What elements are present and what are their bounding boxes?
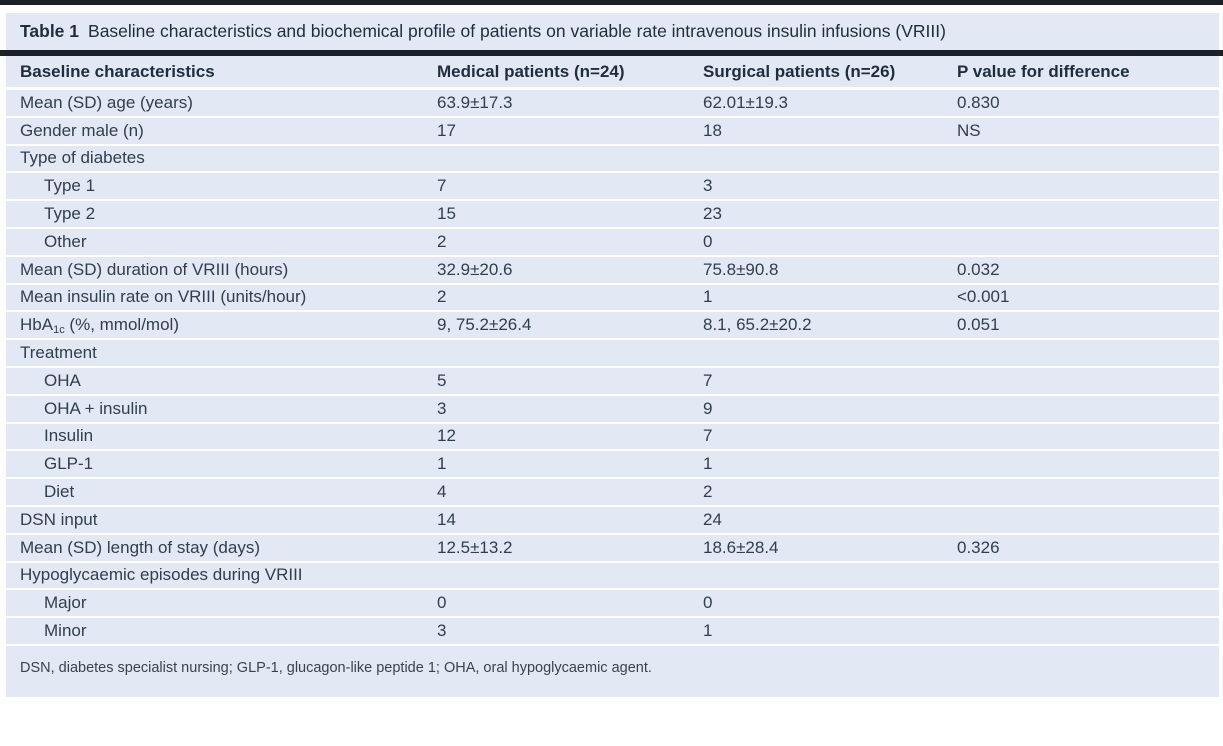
medical-value: 2 [437,287,447,307]
column-header-row: Baseline characteristics Medical patient… [6,56,1219,90]
table-card: Table 1 Baseline characteristics and bio… [0,5,1223,697]
column-header-baseline: Baseline characteristics [20,61,215,81]
surgical-value: 24 [703,509,722,529]
table-row: HbA1c (%, mmol/mol) 9, 75.2±26.4 8.1, 65… [6,312,1219,341]
top-rule [0,0,1223,5]
p-value: 0.051 [957,315,1000,335]
medical-value: 0 [437,593,447,613]
medical-value: 12 [437,426,456,446]
medical-value: 7 [437,176,447,196]
surgical-value: 18.6±28.4 [703,537,779,557]
table-number: Table 1 [20,21,80,41]
row-label: HbA1c (%, mmol/mol) [20,315,179,336]
surgical-value: 0 [703,593,713,613]
medical-value: 17 [437,120,456,140]
surgical-value: 9 [703,398,713,418]
row-label: Mean (SD) length of stay (days) [20,537,260,557]
surgical-value: 1 [703,621,713,641]
surgical-value: 23 [703,204,722,224]
medical-value: 3 [437,398,447,418]
surgical-value: 3 [703,176,713,196]
table-row: GLP-1 1 1 [6,451,1219,480]
column-header-surgical: Surgical patients (n=26) [703,61,896,81]
surgical-value: 18 [703,120,722,140]
surgical-value: 1 [703,454,713,474]
table-row: Insulin 12 7 [6,423,1219,452]
surgical-value: 7 [703,426,713,446]
p-value: 0.830 [957,92,1000,112]
medical-value: 2 [437,231,447,251]
row-label: Major [44,593,87,613]
surgical-value: 7 [703,370,713,390]
surgical-value: 2 [703,482,713,502]
table-row: Other 2 0 [6,228,1219,257]
medical-value: 14 [437,509,456,529]
table-row: OHA + insulin 3 9 [6,395,1219,424]
row-label: Hypoglycaemic episodes during VRIII [20,565,303,585]
surgical-value: 0 [703,231,713,251]
table-row: Type 1 7 3 [6,173,1219,202]
footnote-text: DSN, diabetes specialist nursing; GLP-1,… [20,659,652,676]
table-row: Diet 4 2 [6,479,1219,507]
table-row: Mean (SD) length of stay (days) 12.5±13.… [6,534,1219,563]
table-row: Mean insulin rate on VRIII (units/hour) … [6,284,1219,313]
row-label: GLP-1 [44,454,94,474]
row-label: Type 1 [44,176,96,196]
medical-value: 1 [437,454,447,474]
column-header-pvalue: P value for difference [957,61,1130,81]
row-label: Type 2 [44,204,96,224]
table-caption: Baseline characteristics and biochemical… [88,21,946,41]
row-label: Type of diabetes [20,148,145,168]
title-divider [0,50,1223,56]
table-row: Gender male (n) 17 18 NS [6,117,1219,146]
surgical-value: 1 [703,287,713,307]
medical-value: 5 [437,370,447,390]
row-label: OHA [44,370,81,390]
surgical-value: 62.01±19.3 [703,92,788,112]
table-row: DSN input 14 24 [6,506,1219,535]
row-label: Diet [44,482,75,502]
table-row: Type 2 15 23 [6,201,1219,229]
medical-value: 9, 75.2±26.4 [437,315,532,335]
row-label: Gender male (n) [20,120,144,140]
medical-value: 12.5±13.2 [437,537,513,557]
row-label: OHA + insulin [44,398,148,418]
row-label: Mean (SD) age (years) [20,92,193,112]
table-row: Type of diabetes [6,145,1219,174]
row-label: Mean insulin rate on VRIII (units/hour) [20,287,307,307]
table-row: Mean (SD) duration of VRIII (hours) 32.9… [6,256,1219,285]
p-value: 0.326 [957,537,1000,557]
row-label: DSN input [20,509,98,529]
table-row: Treatment [6,340,1219,368]
medical-value: 15 [437,204,456,224]
table-rows: Mean (SD) age (years) 63.9±17.3 62.01±19… [6,90,1219,646]
table-row: Hypoglycaemic episodes during VRIII [6,562,1219,591]
table-row: Minor 3 1 [6,618,1219,646]
medical-value: 32.9±20.6 [437,259,513,279]
p-value: <0.001 [957,287,1010,307]
table-row: Mean (SD) age (years) 63.9±17.3 62.01±19… [6,90,1219,118]
table-title-band: Table 1 Baseline characteristics and bio… [6,13,1219,50]
column-header-medical: Medical patients (n=24) [437,61,625,81]
medical-value: 4 [437,482,447,502]
table-row: Major 0 0 [6,590,1219,619]
p-value: 0.032 [957,259,1000,279]
medical-value: 63.9±17.3 [437,92,513,112]
row-label: Other [44,231,87,251]
footnote-band: DSN, diabetes specialist nursing; GLP-1,… [6,645,1219,697]
row-label: Mean (SD) duration of VRIII (hours) [20,259,289,279]
surgical-value: 75.8±90.8 [703,259,779,279]
row-label: Insulin [44,426,94,446]
p-value: NS [957,120,981,140]
row-label: Minor [44,621,87,641]
surgical-value: 8.1, 65.2±20.2 [703,315,812,335]
table-row: OHA 5 7 [6,367,1219,396]
row-label: Treatment [20,343,97,363]
medical-value: 3 [437,621,447,641]
